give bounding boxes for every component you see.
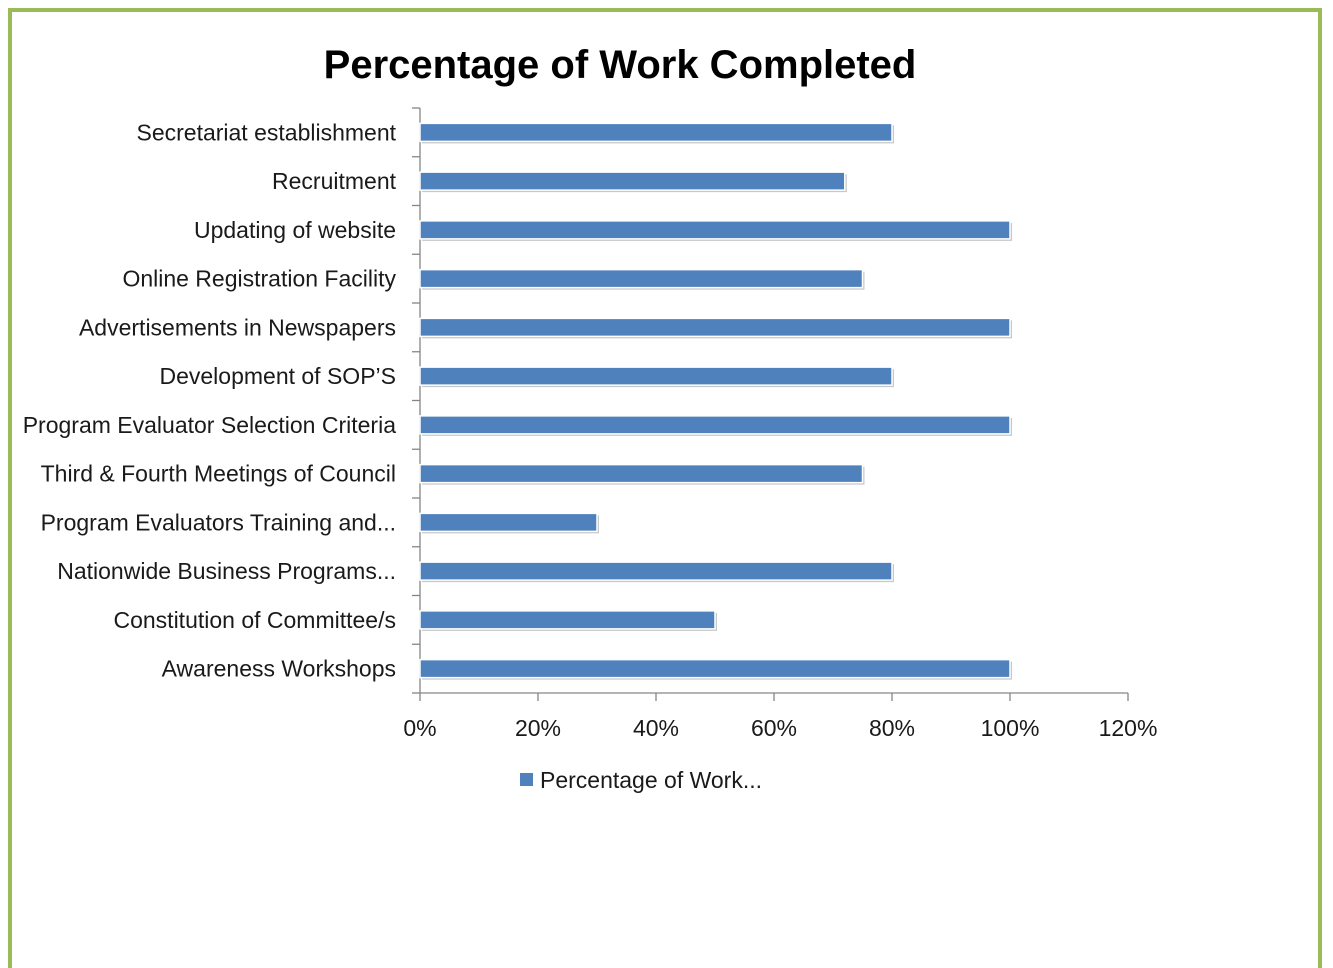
bar — [419, 220, 1011, 240]
category-label: Recruitment — [272, 168, 397, 194]
category-label: Secretariat establishment — [136, 119, 396, 145]
bar — [419, 561, 893, 581]
category-label: Updating of website — [194, 217, 396, 243]
legend-swatch — [520, 773, 533, 786]
bar — [419, 268, 864, 289]
x-tick-label: 60% — [751, 715, 797, 741]
category-labels: Secretariat establishment Recruitment Upda… — [23, 119, 397, 681]
category-label: Program Evaluator Selection Criteria — [23, 412, 396, 438]
legend-label: Percentage of Work... — [540, 767, 762, 793]
bar — [419, 658, 1011, 679]
category-label: Program Evaluators Training and... — [41, 509, 396, 535]
bar — [419, 171, 846, 191]
bar — [419, 122, 893, 143]
bar — [419, 463, 864, 484]
category-label: Development of SOP’S — [159, 363, 396, 389]
x-tick-label: 40% — [633, 715, 679, 741]
category-label: Online Registration Facility — [122, 266, 396, 292]
bar — [419, 317, 1011, 338]
category-label: Constitution of Committee/s — [113, 607, 396, 633]
category-label: Awareness Workshops — [162, 656, 396, 682]
bar — [419, 610, 716, 630]
x-tick-labels: 0% 20% 40% 60% 80% 100% 120% — [403, 715, 1157, 741]
x-tick-label: 0% — [403, 715, 436, 741]
bars — [419, 122, 1012, 680]
x-tick-label: 80% — [869, 715, 915, 741]
x-tick-label: 120% — [1099, 715, 1158, 741]
category-label: Nationwide Business Programs... — [57, 558, 396, 584]
bar — [419, 366, 893, 386]
category-label: Third & Fourth Meetings of Council — [41, 461, 396, 487]
chart-title: Percentage of Work Completed — [324, 43, 917, 87]
chart-frame — [8, 8, 1322, 968]
legend: Percentage of Work... — [520, 767, 762, 793]
axes — [412, 107, 1129, 701]
bar — [419, 415, 1011, 435]
x-tick-label: 100% — [981, 715, 1040, 741]
x-tick-label: 20% — [515, 715, 561, 741]
bar — [419, 512, 598, 533]
category-label: Advertisements in Newspapers — [79, 314, 396, 340]
